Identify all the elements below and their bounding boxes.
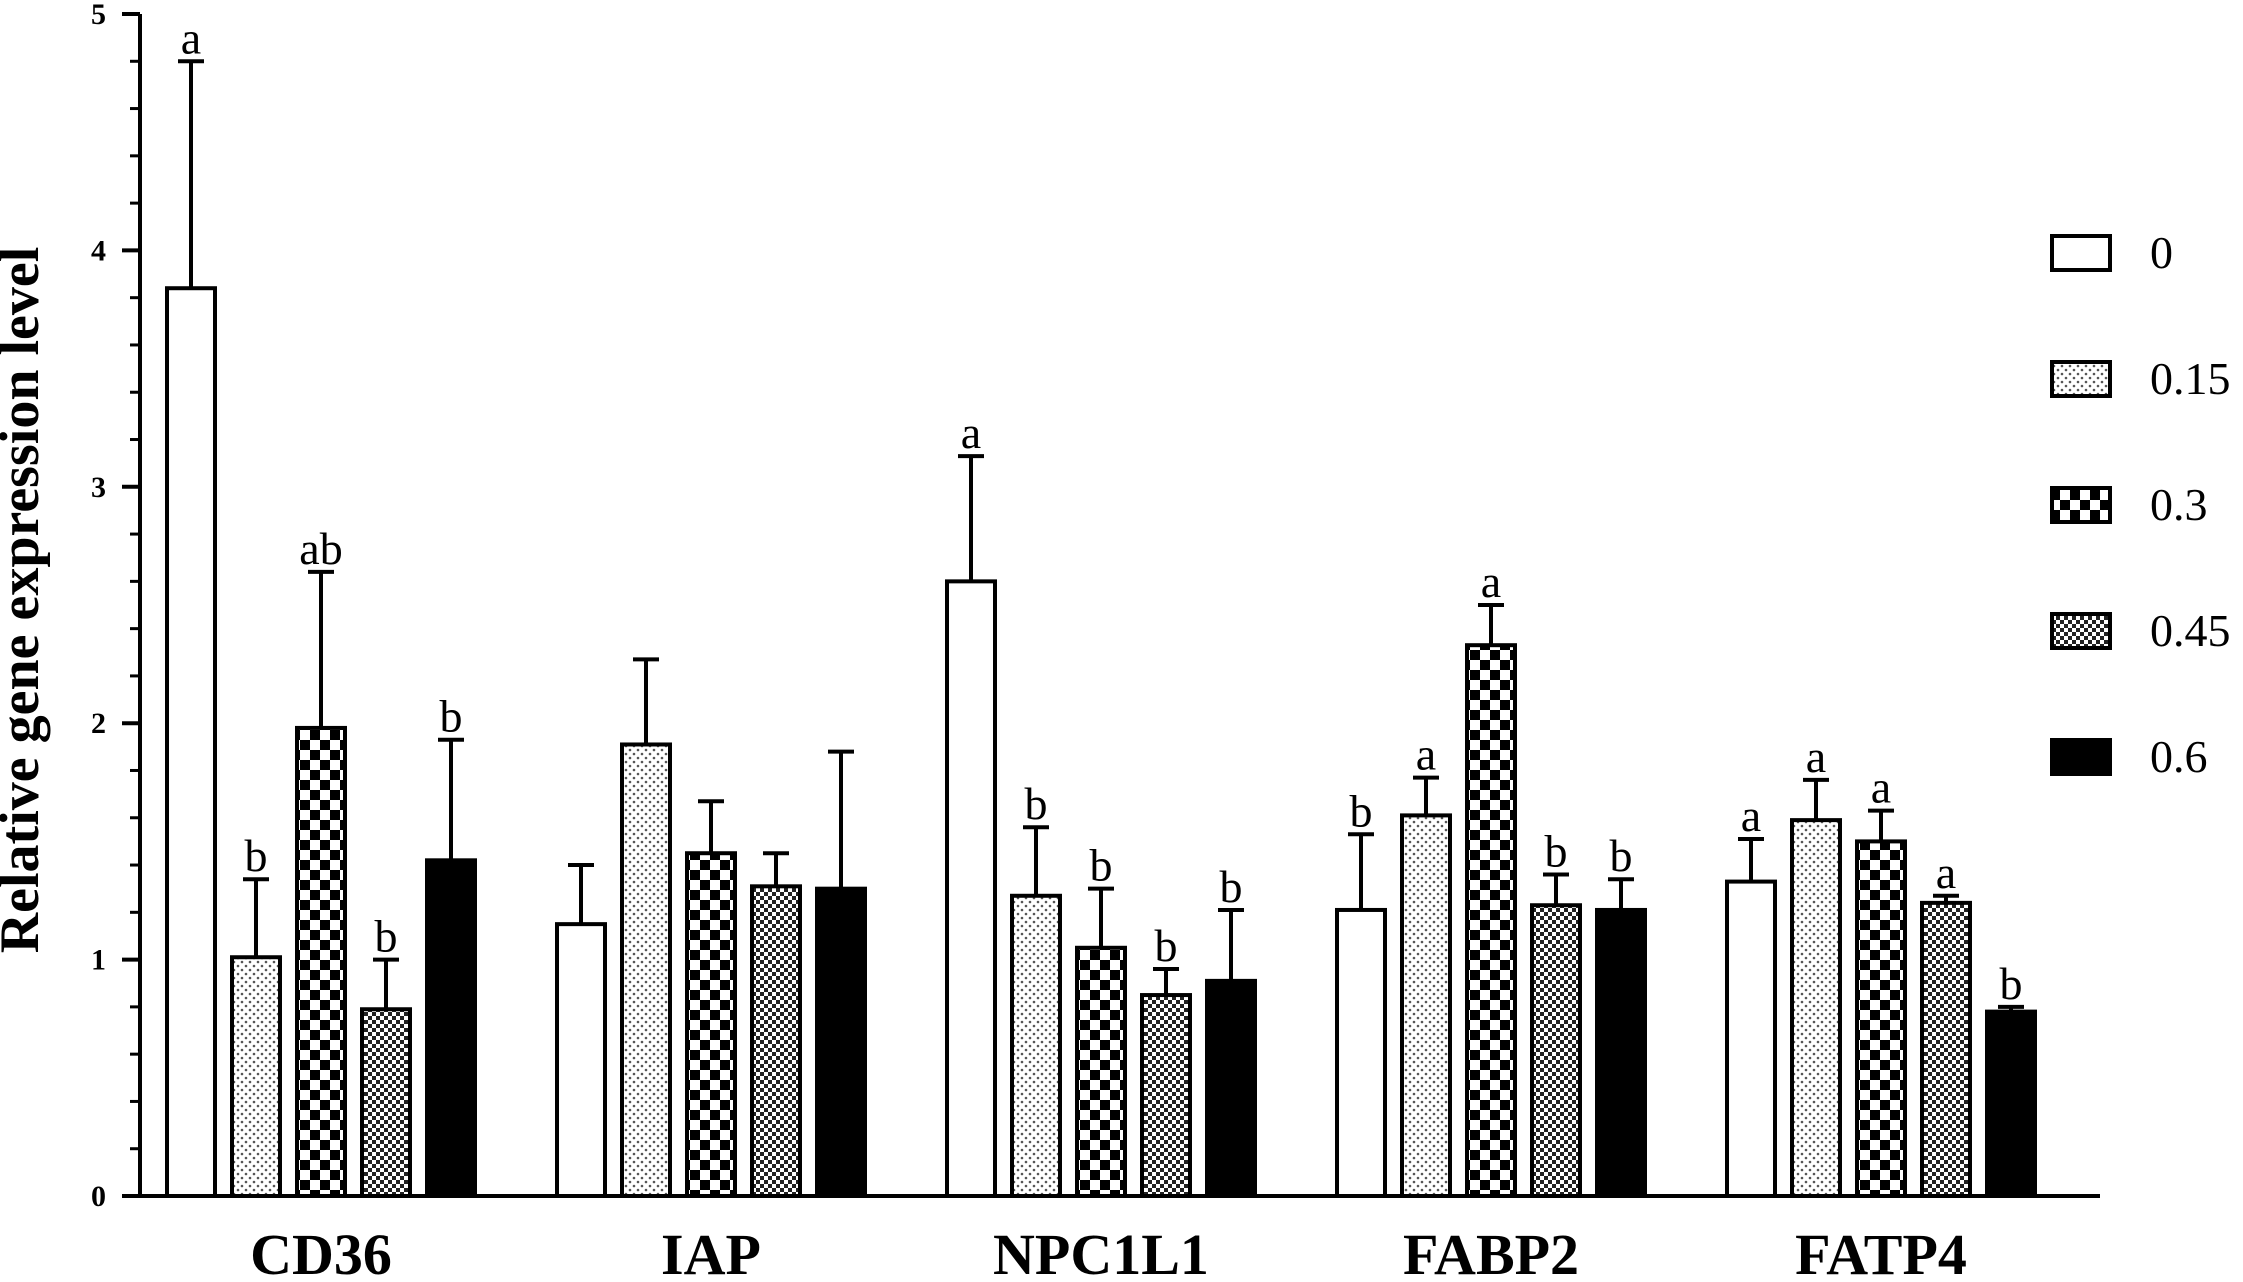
legend-label: 0.45 — [2150, 605, 2231, 656]
significance-label: b — [375, 911, 398, 962]
bar — [750, 884, 802, 1198]
y-tick-label: 2 — [91, 707, 106, 740]
significance-label: a — [1416, 729, 1436, 780]
bar — [1400, 813, 1452, 1198]
category-label: IAP — [661, 1222, 761, 1282]
significance-label: a — [1481, 556, 1501, 607]
category-label: FABP2 — [1403, 1222, 1579, 1282]
significance-label: b — [245, 830, 268, 881]
bar — [1205, 978, 1257, 1198]
bar — [815, 886, 867, 1198]
significance-label: ab — [299, 523, 342, 574]
y-tick-label: 3 — [91, 471, 106, 504]
bar — [1855, 839, 1907, 1199]
bar — [620, 742, 672, 1198]
bar — [1725, 879, 1777, 1198]
bar — [230, 955, 282, 1199]
bar — [165, 286, 217, 1198]
legend-label: 0.6 — [2150, 731, 2208, 782]
bar — [1595, 907, 1647, 1198]
significance-label: a — [1806, 731, 1826, 782]
y-tick-label: 5 — [91, 0, 106, 31]
bar — [360, 1007, 412, 1199]
significance-label: a — [181, 12, 201, 63]
bar — [1465, 643, 1517, 1198]
bar — [1920, 900, 1972, 1198]
bar — [1010, 893, 1062, 1198]
bar — [945, 579, 997, 1198]
significance-label: b — [1155, 920, 1178, 971]
significance-label: a — [1871, 762, 1891, 813]
bar — [1530, 903, 1582, 1199]
legend: 0 0.15 0.3 0.45 0.6 — [2050, 227, 2231, 782]
legend-swatch — [2050, 612, 2112, 650]
bar — [295, 725, 347, 1198]
legend-label: 0.15 — [2150, 353, 2231, 404]
significance-label: b — [1610, 830, 1633, 881]
bar — [1985, 1009, 2037, 1198]
category-label: CD36 — [250, 1222, 392, 1282]
legend-swatch — [2050, 738, 2112, 776]
bar — [1790, 818, 1842, 1199]
significance-label: a — [961, 407, 981, 458]
significance-label: b — [1090, 840, 1113, 891]
category-label: FATP4 — [1795, 1222, 1967, 1282]
significance-label: a — [1741, 790, 1761, 841]
legend-swatch — [2050, 486, 2112, 524]
y-tick-label: 4 — [91, 234, 106, 267]
significance-label: a — [1936, 847, 1956, 898]
legend-label: 0.3 — [2150, 479, 2208, 530]
bar — [1075, 945, 1127, 1199]
category-label: NPC1L1 — [993, 1222, 1209, 1282]
bar — [1140, 993, 1192, 1198]
significance-label: b — [1545, 825, 1568, 876]
significance-label: b — [1220, 861, 1243, 912]
significance-label: b — [440, 691, 463, 742]
legend-label: 0 — [2150, 227, 2173, 278]
legend-swatch — [2050, 360, 2112, 398]
significance-label: b — [1350, 785, 1373, 836]
y-tick-label: 0 — [91, 1180, 106, 1213]
bar — [425, 858, 477, 1198]
y-tick-label: 1 — [91, 944, 106, 977]
legend-swatch — [2050, 234, 2112, 272]
significance-label: b — [1025, 778, 1048, 829]
significance-label: b — [2000, 958, 2023, 1009]
y-axis-title: Relative gene expression level — [0, 247, 51, 954]
bar — [685, 851, 737, 1198]
bar — [1335, 907, 1387, 1198]
bar — [555, 922, 607, 1198]
